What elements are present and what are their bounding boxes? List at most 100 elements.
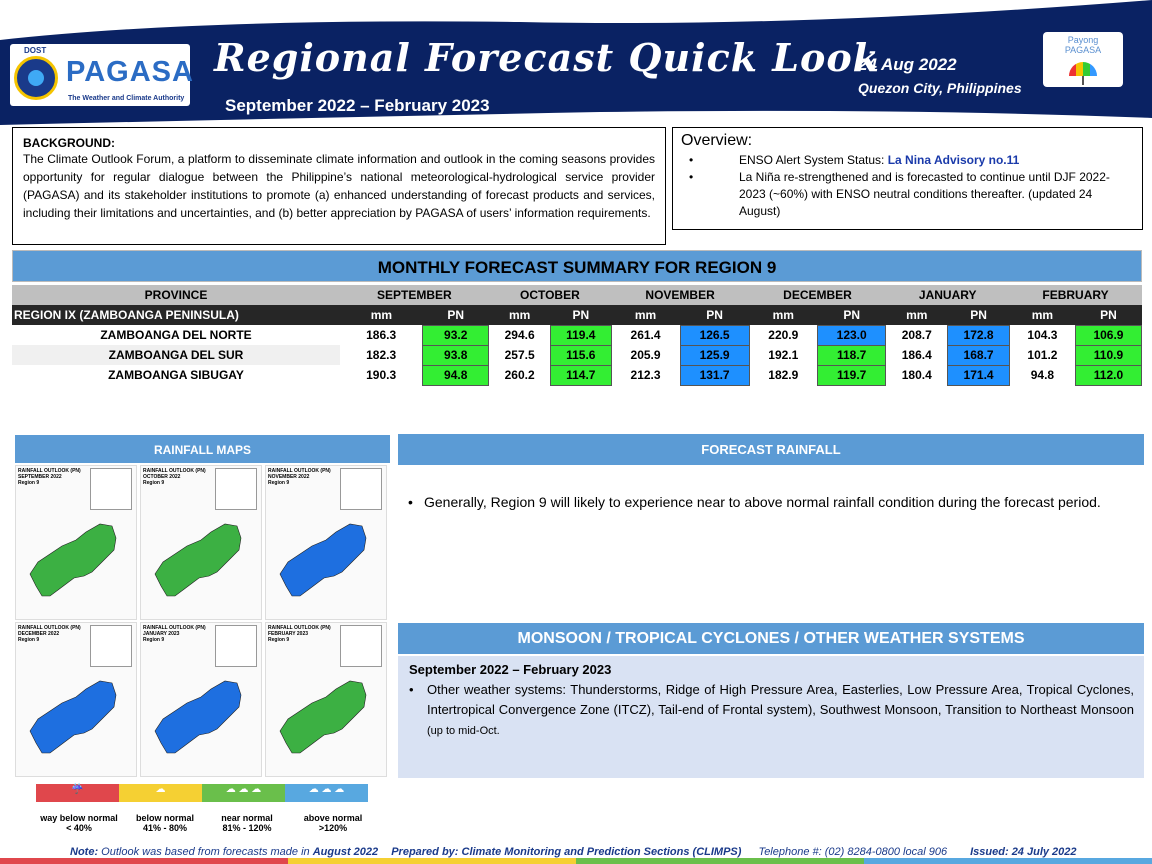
- header-background: [0, 0, 1152, 125]
- map-title: RAINFALL OUTLOOK (PN) FEBRUARY 2023 Region…: [268, 625, 331, 643]
- pn-cell: 123.0: [816, 324, 887, 346]
- pn-cell: 168.7: [947, 344, 1010, 366]
- pn-header: PN: [680, 305, 750, 325]
- mm-cell: 261.4: [630, 328, 661, 342]
- rainfall-map-panel: RAINFALL OUTLOOK (PN) OCTOBER 2022 Region …: [140, 465, 262, 620]
- pn-cell: 114.7: [550, 364, 612, 386]
- region-map-shape: [154, 680, 242, 754]
- rainfall-map-panel: RAINFALL OUTLOOK (PN) FEBRUARY 2023 Region…: [265, 622, 387, 777]
- legend-below-swatch: ☁: [119, 784, 202, 802]
- monsoon-title: MONSOON / TROPICAL CYCLONES / OTHER WEAT…: [398, 623, 1144, 654]
- header: DOST PAGASA The Weather and Climate Auth…: [0, 0, 1152, 125]
- payong-pagasa-logo: Payong PAGASA: [1043, 32, 1123, 87]
- map-title: RAINFALL OUTLOOK (PN) SEPTEMBER 2022 Regio…: [18, 468, 81, 486]
- pn-header: PN: [550, 305, 612, 325]
- footer-issued: Issued: 24 July 2022: [970, 846, 1077, 858]
- mm-header: mm: [749, 305, 818, 325]
- province-name: ZAMBOANGA DEL SUR: [12, 345, 340, 365]
- province-name: ZAMBOANGA DEL NORTE: [100, 328, 252, 342]
- pn-cell: 171.4: [947, 364, 1010, 386]
- logo-name: PAGASA: [66, 56, 194, 88]
- pn-cell: 119.7: [816, 364, 887, 386]
- mm-cell: 190.3: [366, 368, 397, 382]
- location-index-map: [90, 625, 132, 667]
- forecast-period: September 2022 – February 2023: [225, 96, 490, 115]
- map-title: RAINFALL OUTLOOK (PN) DECEMBER 2022 Region…: [18, 625, 81, 643]
- footer-phone: Telephone #: (02) 8284-0800 local 906: [758, 846, 948, 858]
- la-nina-advisory: La Nina Advisory no.11: [887, 153, 1020, 167]
- forecast-rainfall-statement: Generally, Region 9 will likely to exper…: [424, 494, 1101, 510]
- payong-pagasa-label: PAGASA: [1064, 45, 1102, 55]
- pn-cell: 93.8: [422, 344, 490, 366]
- summary-title: MONTHLY FORECAST SUMMARY FOR REGION 9: [12, 250, 1142, 282]
- rainfall-map-panel: RAINFALL OUTLOOK (PN) SEPTEMBER 2022 Regio…: [15, 465, 137, 620]
- location-index-map: [340, 468, 382, 510]
- rainfall-map-panel: RAINFALL OUTLOOK (PN) DECEMBER 2022 Region…: [15, 622, 137, 777]
- mm-cell: 257.5: [504, 348, 535, 362]
- mm-cell: 260.2: [504, 368, 535, 382]
- region-map-shape: [29, 523, 117, 597]
- month-header: NOVEMBER: [611, 285, 750, 305]
- location-index-map: [90, 468, 132, 510]
- mm-cell: 182.9: [768, 368, 799, 382]
- footer: Note: Outlook was based from forecasts m…: [70, 846, 1077, 858]
- mm-cell: 212.3: [630, 368, 661, 382]
- background-box: BACKGROUND: The Climate Outlook Forum, a…: [12, 127, 666, 245]
- region-map-shape: [154, 523, 242, 597]
- mm-header: mm: [1009, 305, 1076, 325]
- overview-item-enso: ENSO Alert System Status: La Nina Adviso…: [681, 152, 1134, 169]
- map-title: RAINFALL OUTLOOK (PN) OCTOBER 2022 Region …: [143, 468, 206, 486]
- overview-box: Overview: ENSO Alert System Status: La N…: [672, 127, 1143, 230]
- monsoon-text: • Other weather systems: Thunderstorms, R…: [409, 682, 1134, 737]
- pn-header: PN: [817, 305, 886, 325]
- pn-header: PN: [1075, 305, 1142, 325]
- province-name: ZAMBOANGA SIBUGAY: [108, 368, 244, 382]
- footer-note: Outlook was based from forecasts made in: [101, 846, 310, 858]
- region-label: REGION IX (ZAMBOANGA PENINSULA): [12, 305, 340, 325]
- umbrella-icon: [1069, 62, 1097, 76]
- pagasa-seal-icon: [14, 56, 58, 100]
- map-title: RAINFALL OUTLOOK (PN) NOVEMBER 2022 Region…: [268, 468, 331, 486]
- pn-cell: 118.7: [816, 344, 887, 366]
- pagasa-logo: DOST PAGASA The Weather and Climate Auth…: [10, 44, 193, 106]
- mm-cell: 101.2: [1027, 348, 1058, 362]
- monsoon-note: (up to mid-Oct.: [427, 725, 500, 737]
- legend-label-way-below: way below normal < 40%: [40, 813, 118, 833]
- issue-date: 24 Aug 2022: [858, 55, 957, 74]
- forecast-rainfall-body: • Generally, Region 9 will likely to expe…: [408, 492, 1134, 512]
- overview-item-la-nina: La Niña re-strengthened and is forecaste…: [681, 169, 1134, 220]
- pn-cell: 131.7: [679, 364, 750, 386]
- mm-cell: 205.9: [630, 348, 661, 362]
- monsoon-statement: Other weather systems: Thunderstorms, Ri…: [427, 682, 1134, 717]
- month-header: DECEMBER: [749, 285, 886, 305]
- table-row: ZAMBOANGA SIBUGAY 190.3 94.8 260.2 114.7 212.…: [12, 364, 1143, 386]
- issue-place: Quezon City, Philippines: [858, 80, 1022, 96]
- rainfall-legend: ☔ ☁ ☁ ☁ ☁ ☁ ☁ ☁: [36, 784, 368, 802]
- footer-note-month: August 2022: [312, 846, 379, 858]
- mm-header: mm: [340, 305, 423, 325]
- table-header-row: PROVINCE SEPTEMBER OCTOBER NOVEMBER DECE…: [12, 285, 1142, 305]
- overview-title: Overview:: [681, 132, 753, 149]
- pn-cell: 93.2: [422, 324, 490, 346]
- footer-color-bar: [0, 858, 1152, 864]
- mm-cell: 220.9: [768, 328, 799, 342]
- forecast-rainfall-title: FORECAST RAINFALL: [398, 434, 1144, 465]
- pn-cell: 106.9: [1074, 324, 1143, 346]
- mm-header: mm: [885, 305, 948, 325]
- region-map-shape: [279, 523, 367, 597]
- region-map-shape: [29, 680, 117, 754]
- pn-cell: 119.4: [550, 324, 612, 346]
- legend-way-below-swatch: ☔: [36, 784, 119, 802]
- legend-label-below: below normal 41% - 80%: [135, 813, 194, 833]
- mm-cell: 94.8: [1030, 368, 1055, 382]
- monsoon-body: September 2022 – February 2023 • Other we…: [398, 656, 1144, 778]
- mm-cell: 294.6: [504, 328, 535, 342]
- rainfall-map-panel: RAINFALL OUTLOOK (PN) JANUARY 2023 Region …: [140, 622, 262, 777]
- table-row: ZAMBOANGA DEL SUR 182.3 93.8 257.5 115.6 205.…: [12, 344, 1143, 366]
- pn-cell: 112.0: [1074, 364, 1143, 386]
- month-header: SEPTEMBER: [340, 285, 489, 305]
- mm-cell: 180.4: [901, 368, 932, 382]
- mm-cell: 186.3: [366, 328, 397, 342]
- legend-label-above: above normal >120%: [303, 813, 363, 833]
- legend-above-swatch: ☁ ☁ ☁: [285, 784, 368, 802]
